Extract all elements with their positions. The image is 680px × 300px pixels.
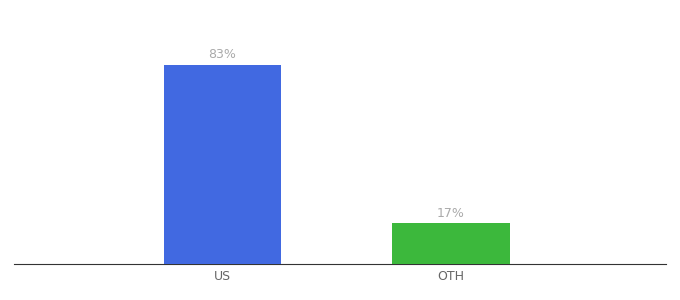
Text: 83%: 83%: [209, 48, 237, 61]
Bar: [392, 223, 510, 264]
Bar: [164, 65, 282, 264]
Text: 17%: 17%: [437, 207, 465, 220]
